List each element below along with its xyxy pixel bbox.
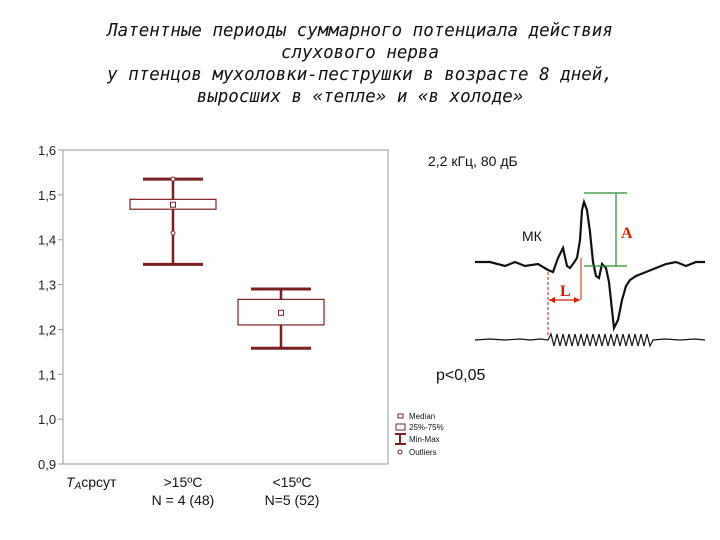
- box-series: [129, 176, 325, 350]
- x-axis-label-rest: срсут: [81, 474, 117, 490]
- outlier-point: [170, 176, 176, 182]
- y-tick-label: 1,0: [38, 412, 56, 427]
- y-tick-label: 0,9: [38, 457, 56, 472]
- chart-title: Латентные периоды суммарного потенциала …: [0, 20, 720, 108]
- category-1-line1: >15ºC: [164, 474, 203, 490]
- median-marker: [278, 309, 284, 316]
- category-2-line2: N=5 (52): [265, 492, 320, 508]
- outlier-point: [170, 230, 176, 236]
- stimulus-trace: [474, 332, 706, 348]
- x-axis-label-main: T: [66, 474, 76, 490]
- title-line-1: Латентные периоды суммарного потенциала …: [107, 21, 613, 41]
- legend: Median 25%-75% Min-Max Outliers: [395, 412, 444, 457]
- waveform-trace: [475, 198, 705, 332]
- y-tick-label: 1,4: [38, 233, 56, 248]
- title-line-4: выросших в «тепле» и «в холоде»: [196, 87, 524, 107]
- legend-outlier-marker: [397, 449, 403, 455]
- y-tick-label: 1,1: [38, 367, 56, 382]
- title-line-2: слухового нерва: [280, 43, 440, 63]
- legend-box-marker: [395, 423, 406, 431]
- latency-label: L: [560, 283, 571, 300]
- x-axis-label-sub: A: [74, 481, 82, 492]
- category-2-line1: <15ºC: [273, 474, 312, 490]
- legend-minmax: Min-Max: [409, 435, 440, 444]
- y-tick-label: 1,2: [38, 322, 56, 337]
- y-axis: 0,9 1,0 1,1 1,2 1,3 1,4 1,5 1,6: [38, 143, 63, 472]
- plot-frame: [62, 149, 389, 465]
- peak-label: МК: [522, 228, 543, 244]
- median-marker: [170, 201, 176, 208]
- category-1-line2: N = 4 (48): [152, 492, 215, 508]
- y-tick-label: 1,5: [38, 188, 56, 203]
- p-value-label: p<0,05: [436, 367, 485, 384]
- legend-median: Median: [409, 412, 435, 421]
- amplitude-label: A: [621, 225, 633, 242]
- legend-whisker-marker: [395, 433, 406, 445]
- y-tick-label: 1,3: [38, 278, 56, 293]
- waveform-inset: МК A L: [474, 192, 706, 348]
- title-line-3: у птенцов мухоловки-пеструшки в возрасте…: [107, 65, 613, 85]
- stimulus-label: 2,2 кГц, 80 дБ: [428, 153, 518, 169]
- legend-quartiles: 25%-75%: [409, 423, 444, 432]
- x-axis-label: TAсрсут: [66, 474, 117, 492]
- y-tick-label: 1,6: [38, 143, 56, 158]
- legend-outliers: Outliers: [409, 448, 437, 457]
- legend-median-marker: [397, 413, 404, 419]
